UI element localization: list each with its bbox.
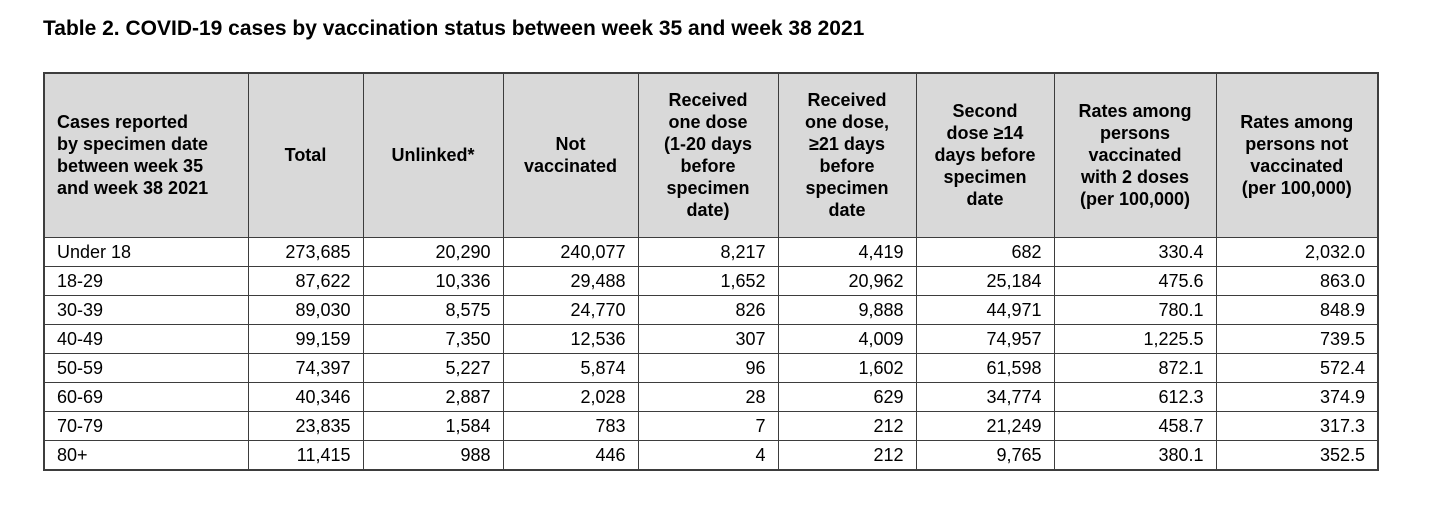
table-cell: 374.9 [1215,381,1379,412]
row-label: 40-49 [43,323,249,354]
table-cell: 10,336 [362,265,504,296]
table-cell: 2,887 [362,381,504,412]
table-cell: 330.4 [1053,236,1217,267]
table-cell: 87,622 [247,265,364,296]
covid-cases-by-vaccination-status-table: Cases reported by specimen date between … [43,72,1379,471]
table-cell: 5,227 [362,352,504,383]
table-cell: 212 [777,439,917,470]
row-label: 30-39 [43,294,249,325]
row-label: 80+ [43,439,249,470]
table-cell: 446 [502,439,639,470]
column-header-second-dose-14-days: Second dose ≥14 days before specimen dat… [915,72,1055,238]
table-cell: 307 [637,323,779,354]
table-cell: 352.5 [1215,439,1379,470]
table-cell: 21,249 [915,410,1055,441]
column-header-unlinked: Unlinked* [362,72,504,238]
table-cell: 848.9 [1215,294,1379,325]
table-row: 18-29 87,622 10,336 29,488 1,652 20,962 25,184… [43,265,1379,296]
table-cell: 24,770 [502,294,639,325]
table-row: 50-59 74,397 5,227 5,874 96 1,602 61,598 872.1 5… [43,352,1379,383]
table-cell: 2,032.0 [1215,236,1379,267]
table-cell: 780.1 [1053,294,1217,325]
column-header-one-dose-21-days: Received one dose, ≥21 days before speci… [777,72,917,238]
table-cell: 61,598 [915,352,1055,383]
table-cell: 1,584 [362,410,504,441]
table-cell: 74,957 [915,323,1055,354]
table-cell: 4,419 [777,236,917,267]
table-title: Table 2. COVID-19 cases by vaccination s… [43,17,865,40]
table-row: 30-39 89,030 8,575 24,770 826 9,888 44,971 780.… [43,294,1379,325]
table-cell: 2,028 [502,381,639,412]
table-cell: 20,290 [362,236,504,267]
table-cell: 629 [777,381,917,412]
table-cell: 34,774 [915,381,1055,412]
table-cell: 5,874 [502,352,639,383]
table-cell: 739.5 [1215,323,1379,354]
row-label: Under 18 [43,236,249,267]
table-cell: 872.1 [1053,352,1217,383]
table-cell: 40,346 [247,381,364,412]
table-cell: 11,415 [247,439,364,470]
table-cell: 28 [637,381,779,412]
column-header-rates-not-vaccinated: Rates among persons not vaccinated (per … [1215,72,1379,238]
table-cell: 7 [637,410,779,441]
row-label: 70-79 [43,410,249,441]
table-cell: 475.6 [1053,265,1217,296]
column-header-rates-vaccinated: Rates among persons vaccinated with 2 do… [1053,72,1217,238]
table-cell: 1,225.5 [1053,323,1217,354]
table-cell: 1,602 [777,352,917,383]
table-header: Cases reported by specimen date between … [43,72,1379,238]
table-cell: 8,217 [637,236,779,267]
table-cell: 29,488 [502,265,639,296]
table-cell: 9,765 [915,439,1055,470]
table-cell: 99,159 [247,323,364,354]
column-header-cases-reported: Cases reported by specimen date between … [43,72,249,238]
header-row: Cases reported by specimen date between … [43,72,1379,238]
row-label: 50-59 [43,352,249,383]
table-cell: 783 [502,410,639,441]
table-cell: 12,536 [502,323,639,354]
table-cell: 273,685 [247,236,364,267]
column-header-one-dose-1-20-days: Received one dose (1-20 days before spec… [637,72,779,238]
table-row: Under 18 273,685 20,290 240,077 8,217 4,419 68… [43,236,1379,267]
table-cell: 25,184 [915,265,1055,296]
table-cell: 682 [915,236,1055,267]
table-row: 40-49 99,159 7,350 12,536 307 4,009 74,957 1,22… [43,323,1379,354]
table-cell: 572.4 [1215,352,1379,383]
table-cell: 20,962 [777,265,917,296]
table-cell: 9,888 [777,294,917,325]
table-row: 70-79 23,835 1,584 783 7 212 21,249 458.7 317.3 [43,410,1379,441]
row-label: 60-69 [43,381,249,412]
table-cell: 1,652 [637,265,779,296]
table-cell: 212 [777,410,917,441]
table-cell: 96 [637,352,779,383]
table-cell: 4,009 [777,323,917,354]
table-cell: 74,397 [247,352,364,383]
table-cell: 380.1 [1053,439,1217,470]
table-cell: 23,835 [247,410,364,441]
table-row: 60-69 40,346 2,887 2,028 28 629 34,774 612.3 374… [43,381,1379,412]
table-row: 80+ 11,415 988 446 4 212 9,765 380.1 352.5 [43,439,1379,470]
table-cell: 458.7 [1053,410,1217,441]
table-cell: 89,030 [247,294,364,325]
table-body: Under 18 273,685 20,290 240,077 8,217 4,419 68… [43,236,1379,470]
column-header-total: Total [247,72,364,238]
table-cell: 8,575 [362,294,504,325]
table-cell: 826 [637,294,779,325]
row-label: 18-29 [43,265,249,296]
table-cell: 44,971 [915,294,1055,325]
column-header-not-vaccinated: Not vaccinated [502,72,639,238]
table-cell: 988 [362,439,504,470]
table-cell: 317.3 [1215,410,1379,441]
table-cell: 240,077 [502,236,639,267]
table-cell: 612.3 [1053,381,1217,412]
table-cell: 7,350 [362,323,504,354]
table-cell: 4 [637,439,779,470]
table-cell: 863.0 [1215,265,1379,296]
